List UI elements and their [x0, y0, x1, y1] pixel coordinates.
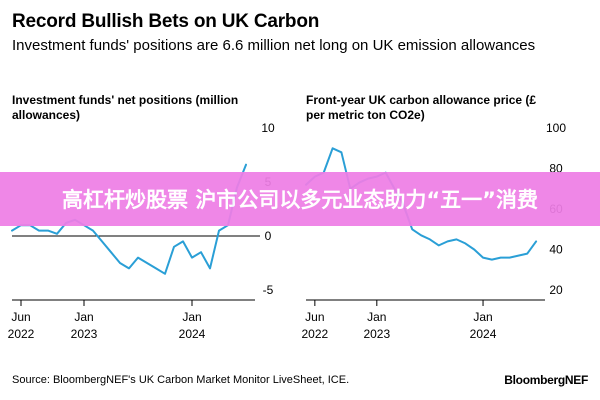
chart-subtitle: Investment funds' positions are 6.6 mill…: [12, 37, 536, 54]
left-x-tick-label: Jan: [182, 310, 201, 324]
right-y-tick-label: 100: [546, 121, 566, 135]
right-y-tick-label: 40: [549, 243, 563, 257]
left-y-tick-label: 10: [261, 121, 275, 135]
right-x-tick-label: Jan: [473, 310, 492, 324]
overlay-banner-text: 高杠杆炒股票 沪市公司以多元业态助力“五一”消费: [62, 188, 538, 212]
right-x-tick-label: Jun: [305, 310, 324, 324]
left-x-tick-year: 2022: [8, 327, 35, 341]
right-panel-title: Front-year UK carbon allowance price (£ …: [306, 93, 537, 122]
left-y-tick-label: 0: [265, 229, 272, 243]
brand-logo: BloombergNEF: [504, 373, 588, 387]
left-panel-title: Investment funds' net positions (million…: [12, 93, 239, 122]
right-x-tick-year: 2022: [302, 327, 329, 341]
left-series-line: [11, 163, 247, 275]
left-x-tick-year: 2023: [71, 327, 98, 341]
right-x-tick-label: Jan: [367, 310, 386, 324]
left-x-tick-label: Jun: [11, 310, 30, 324]
chart-title: Record Bullish Bets on UK Carbon: [12, 11, 320, 32]
left-x-tick-year: 2024: [179, 327, 206, 341]
source-note: Source: BloombergNEF's UK Carbon Market …: [12, 374, 350, 386]
right-series-line: [305, 147, 538, 261]
right-y-tick-label: 20: [549, 283, 563, 297]
left-y-tick-label: -5: [263, 283, 274, 297]
left-x-tick-label: Jan: [74, 310, 93, 324]
right-x-tick-year: 2023: [363, 327, 390, 341]
right-x-tick-year: 2024: [470, 327, 497, 341]
overlay-banner: 高杠杆炒股票 沪市公司以多元业态助力“五一”消费: [0, 172, 600, 226]
